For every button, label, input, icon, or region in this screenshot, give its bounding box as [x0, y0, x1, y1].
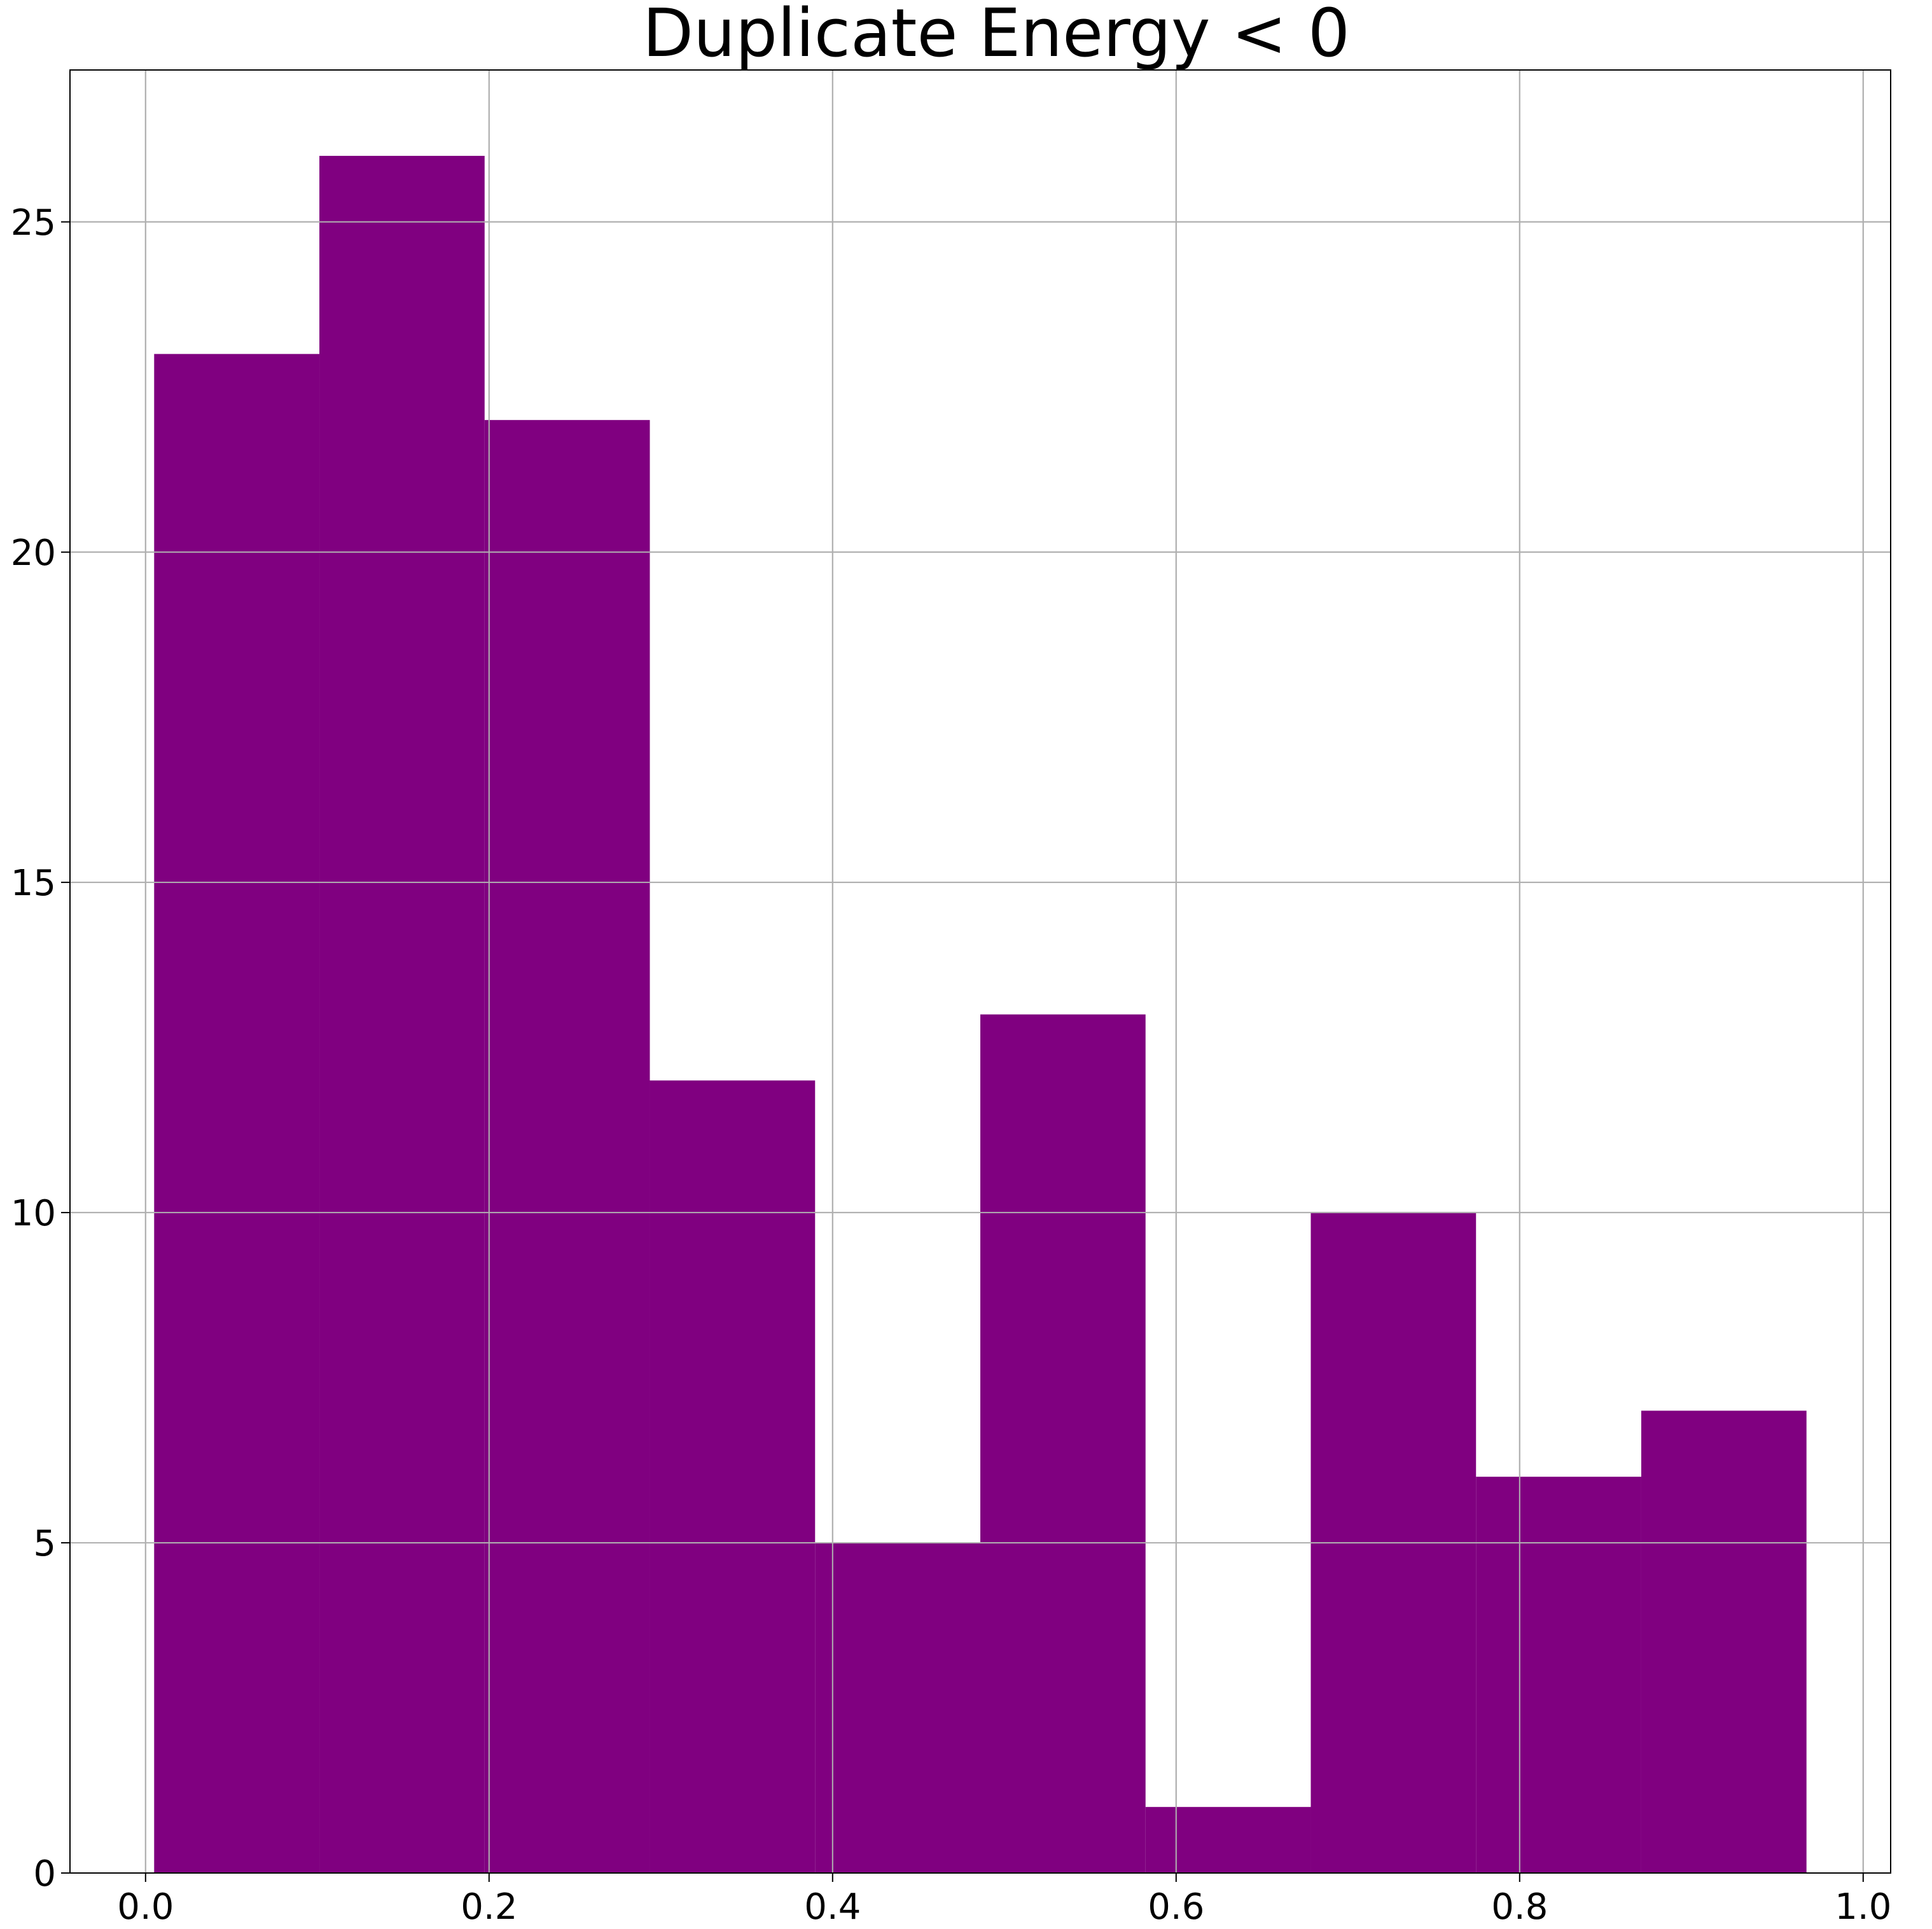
y-tick-label: 20 [11, 533, 56, 574]
x-axis-ticks: 0.0 0.2 0.4 0.6 0.8 1.0 [117, 1873, 1891, 1928]
chart-title: Duplicate Energy < 0 [643, 0, 1350, 72]
y-tick-label: 10 [11, 1193, 56, 1234]
y-tick-label: 25 [11, 202, 56, 244]
y-tick-label: 5 [33, 1523, 56, 1564]
x-tick-label: 0.2 [461, 1886, 517, 1928]
histogram-bar [650, 1080, 816, 1873]
x-tick-label: 0.6 [1148, 1886, 1204, 1928]
bars [154, 155, 1807, 1874]
y-axis-ticks: 0 5 10 15 20 25 [11, 202, 70, 1895]
axes-frame [69, 69, 1891, 1874]
histogram-bar [1145, 1807, 1311, 1873]
histogram-bar [1476, 1477, 1641, 1873]
histogram-bar [815, 1542, 980, 1873]
x-tick-label: 0.8 [1491, 1886, 1548, 1928]
histogram-bar [980, 1014, 1146, 1873]
y-tick-label: 0 [33, 1853, 56, 1895]
x-tick-label: 0.0 [117, 1886, 174, 1928]
histogram-bar [484, 420, 650, 1874]
x-tick-label: 0.4 [804, 1886, 861, 1928]
histogram-bar [1641, 1410, 1807, 1873]
y-tick-label: 15 [11, 863, 56, 904]
x-tick-label: 1.0 [1835, 1886, 1891, 1928]
histogram-bar [154, 354, 320, 1874]
histogram-bar [319, 155, 485, 1873]
